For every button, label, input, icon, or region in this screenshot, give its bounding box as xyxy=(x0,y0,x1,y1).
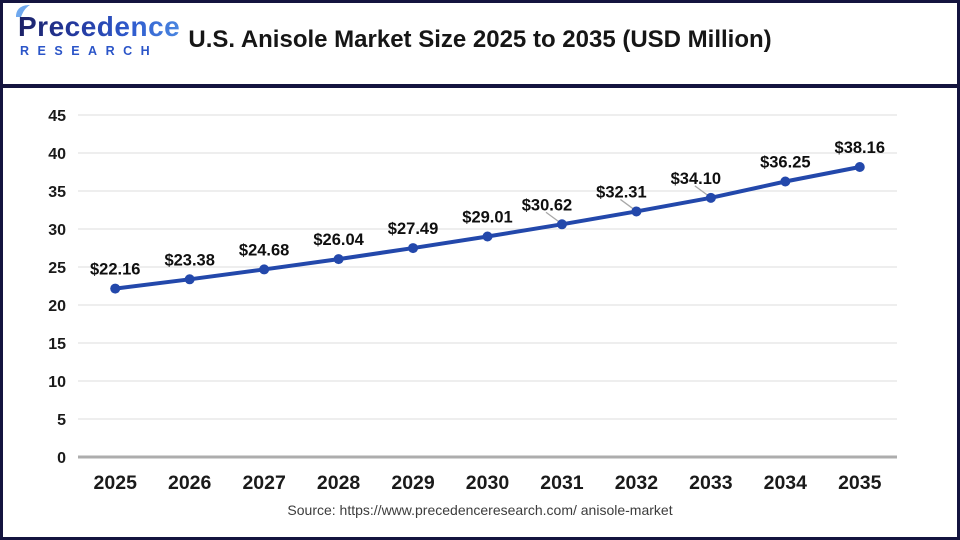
data-point xyxy=(482,231,493,242)
data-point xyxy=(184,274,195,285)
data-label: $36.25 xyxy=(760,154,810,172)
x-tick-label: 2026 xyxy=(168,472,212,494)
data-label: $23.38 xyxy=(164,251,214,269)
y-tick-label: 45 xyxy=(48,108,66,125)
y-tick-label: 10 xyxy=(48,374,66,391)
x-tick-label: 2031 xyxy=(540,472,584,494)
x-tick-label: 2028 xyxy=(317,472,361,494)
data-point xyxy=(854,161,865,172)
chart-title: U.S. Anisole Market Size 2025 to 2035 (U… xyxy=(188,26,772,53)
trend-line xyxy=(113,164,862,291)
x-tick-label: 2032 xyxy=(615,472,659,494)
x-tick-label: 2027 xyxy=(242,472,285,494)
data-label: $30.62 xyxy=(522,196,572,214)
data-point xyxy=(705,192,716,203)
data-point xyxy=(333,254,344,265)
logo-name: Precedence xyxy=(18,11,181,42)
data-label: $27.49 xyxy=(388,220,438,238)
x-tick-label: 2033 xyxy=(689,472,733,494)
data-label: $24.68 xyxy=(239,241,289,259)
x-tick-label: 2035 xyxy=(838,472,882,494)
data-point xyxy=(259,264,270,275)
data-label: $34.10 xyxy=(671,170,721,188)
y-tick-label: 35 xyxy=(48,184,66,201)
data-label: $26.04 xyxy=(313,231,364,249)
logo-wordmark: Precedence xyxy=(16,5,181,42)
data-point xyxy=(110,283,121,294)
leaf-icon xyxy=(16,5,30,17)
y-tick-label: 30 xyxy=(48,222,66,239)
data-point xyxy=(780,176,791,187)
y-tick-label: 20 xyxy=(48,298,66,315)
logo: Precedence RESEARCH xyxy=(16,5,181,58)
y-tick-label: 40 xyxy=(48,146,66,163)
y-tick-label: 15 xyxy=(48,336,66,353)
y-tick-label: 5 xyxy=(57,412,66,429)
x-tick-label: 2029 xyxy=(391,472,435,494)
y-tick-label: 25 xyxy=(48,260,66,277)
data-point xyxy=(631,206,642,217)
y-tick-label: 0 xyxy=(57,450,66,467)
logo-subtitle: RESEARCH xyxy=(20,44,159,58)
x-tick-label: 2025 xyxy=(94,472,138,494)
source-text: Source: https://www.precedenceresearch.c… xyxy=(287,502,673,518)
data-label: $38.16 xyxy=(835,139,885,157)
data-label: $22.16 xyxy=(90,261,140,279)
data-label: $29.01 xyxy=(462,209,512,227)
data-point xyxy=(408,243,419,254)
data-point xyxy=(556,219,567,230)
data-label: $32.31 xyxy=(596,183,646,201)
header: Precedence RESEARCH U.S. Anisole Market … xyxy=(0,0,960,88)
x-tick-label: 2034 xyxy=(764,472,808,494)
x-tick-label: 2030 xyxy=(466,472,510,494)
